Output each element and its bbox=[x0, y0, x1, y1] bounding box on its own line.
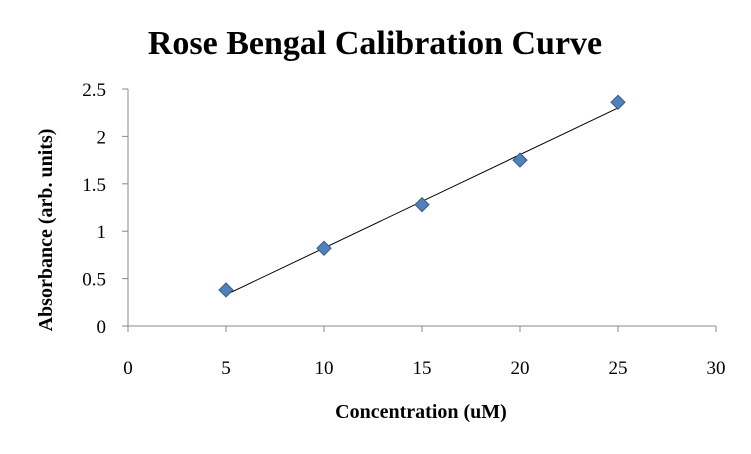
y-tick-label: 1 bbox=[97, 222, 107, 243]
x-tick-label: 25 bbox=[609, 358, 628, 379]
y-tick-label: 0.5 bbox=[82, 270, 106, 291]
data-point bbox=[414, 196, 430, 213]
chart-title: Rose Bengal Calibration Curve bbox=[148, 25, 602, 62]
x-tick-label: 20 bbox=[511, 358, 530, 379]
x-tick-label: 10 bbox=[315, 358, 334, 379]
data-point bbox=[218, 282, 234, 298]
y-tick-label: 2.5 bbox=[82, 80, 106, 101]
x-tick-label: 0 bbox=[123, 358, 133, 379]
x-tick-label: 30 bbox=[707, 358, 726, 379]
data-point bbox=[316, 240, 332, 256]
x-axis-ticks: 0 5 10 15 20 25 30 bbox=[123, 326, 726, 379]
y-tick-label: 0 bbox=[97, 317, 107, 338]
x-axis-title: Concentration (uM) bbox=[335, 401, 507, 423]
y-axis-ticks: 0 0.5 1 1.5 2 2.5 bbox=[82, 80, 128, 338]
data-points bbox=[218, 94, 626, 298]
y-axis-title: Absorbance (arb. units) bbox=[35, 129, 57, 332]
y-tick-label: 2 bbox=[97, 127, 107, 148]
data-point bbox=[610, 94, 626, 110]
data-point bbox=[512, 152, 528, 168]
y-tick-label: 1.5 bbox=[82, 175, 106, 196]
x-tick-label: 15 bbox=[413, 358, 432, 379]
x-tick-label: 5 bbox=[221, 358, 231, 379]
